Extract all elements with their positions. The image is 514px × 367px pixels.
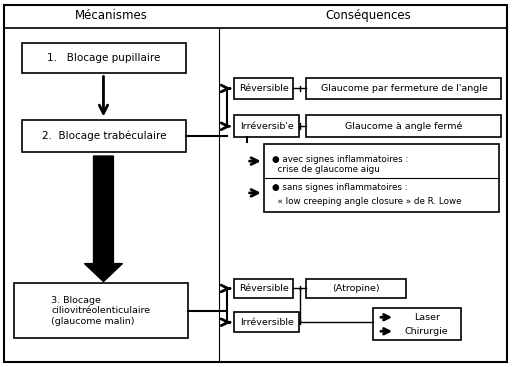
Text: Glaucome par fermeture de l'angle: Glaucome par fermeture de l'angle	[321, 84, 487, 93]
Text: Conséquences: Conséquences	[325, 10, 411, 22]
FancyBboxPatch shape	[234, 77, 293, 99]
FancyBboxPatch shape	[264, 144, 500, 212]
Text: 2.  Blocage trabéculaire: 2. Blocage trabéculaire	[42, 131, 166, 142]
Text: Chirurgie: Chirurgie	[405, 327, 449, 336]
Text: Irréversible: Irréversible	[240, 318, 293, 327]
Text: Irréversib'e: Irréversib'e	[240, 122, 293, 131]
Text: Laser: Laser	[414, 313, 440, 322]
Text: ● avec signes inflammatoires :: ● avec signes inflammatoires :	[271, 155, 408, 164]
FancyBboxPatch shape	[306, 279, 406, 298]
Text: crise de glaucome aigu: crise de glaucome aigu	[271, 166, 379, 174]
Text: ● sans signes inflammatoires :: ● sans signes inflammatoires :	[271, 183, 407, 192]
Text: 1.   Blocage pupillaire: 1. Blocage pupillaire	[47, 52, 161, 63]
FancyBboxPatch shape	[234, 279, 293, 298]
FancyBboxPatch shape	[234, 115, 300, 137]
Text: Glaucome à angle fermé: Glaucome à angle fermé	[345, 121, 463, 131]
FancyBboxPatch shape	[373, 308, 461, 340]
FancyBboxPatch shape	[306, 77, 501, 99]
FancyBboxPatch shape	[234, 312, 300, 332]
FancyBboxPatch shape	[22, 43, 186, 73]
Polygon shape	[85, 156, 122, 281]
FancyBboxPatch shape	[4, 5, 507, 362]
Text: Réversible: Réversible	[239, 284, 288, 293]
Text: Réversible: Réversible	[239, 84, 288, 93]
FancyBboxPatch shape	[22, 120, 186, 152]
Text: (Atropine): (Atropine)	[333, 284, 380, 293]
Text: « low creeping angle closure » de R. Lowe: « low creeping angle closure » de R. Low…	[271, 197, 461, 206]
Text: 3. Blocage
ciliovitréolenticulaire
(glaucome malin): 3. Blocage ciliovitréolenticulaire (glau…	[51, 296, 151, 326]
FancyBboxPatch shape	[14, 283, 188, 338]
Text: Mécanismes: Mécanismes	[75, 10, 148, 22]
FancyBboxPatch shape	[306, 115, 501, 137]
